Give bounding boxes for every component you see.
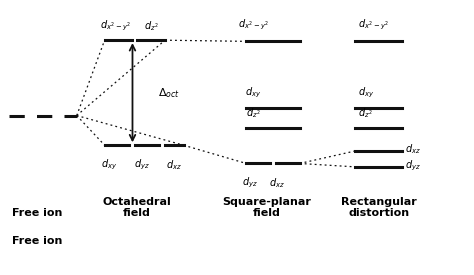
Text: Square-planar
field: Square-planar field [222, 197, 310, 218]
Text: $d_{yz}$: $d_{yz}$ [242, 176, 257, 190]
Text: $d_{xy}$: $d_{xy}$ [358, 85, 374, 100]
Text: $d_{x^2-y^2}$: $d_{x^2-y^2}$ [358, 18, 389, 32]
Text: $d_{xz}$: $d_{xz}$ [405, 142, 421, 156]
Text: $d_{yz}$: $d_{yz}$ [405, 159, 421, 173]
Text: Free ion: Free ion [12, 208, 63, 218]
Text: $\Delta_{oct}$: $\Delta_{oct}$ [158, 86, 180, 100]
Text: $d_{xy}$: $d_{xy}$ [245, 85, 262, 100]
Text: $d_{z^2}$: $d_{z^2}$ [144, 20, 158, 33]
Text: $d_{xz}$: $d_{xz}$ [166, 158, 182, 172]
Text: $d_{xz}$: $d_{xz}$ [269, 176, 284, 190]
Text: Octahedral
field: Octahedral field [103, 197, 172, 218]
Text: Rectangular
distortion: Rectangular distortion [341, 197, 417, 218]
Text: $d_{xy}$: $d_{xy}$ [101, 158, 118, 172]
Text: $d_{yz}$: $d_{yz}$ [134, 158, 150, 172]
Text: $d_{x^2-y^2}$: $d_{x^2-y^2}$ [100, 19, 131, 33]
Text: Free ion: Free ion [12, 236, 63, 246]
Text: $d_{x^2-y^2}$: $d_{x^2-y^2}$ [237, 18, 269, 32]
Text: $d_{z^2}$: $d_{z^2}$ [358, 106, 373, 120]
Text: $d_{z^2}$: $d_{z^2}$ [246, 106, 261, 120]
